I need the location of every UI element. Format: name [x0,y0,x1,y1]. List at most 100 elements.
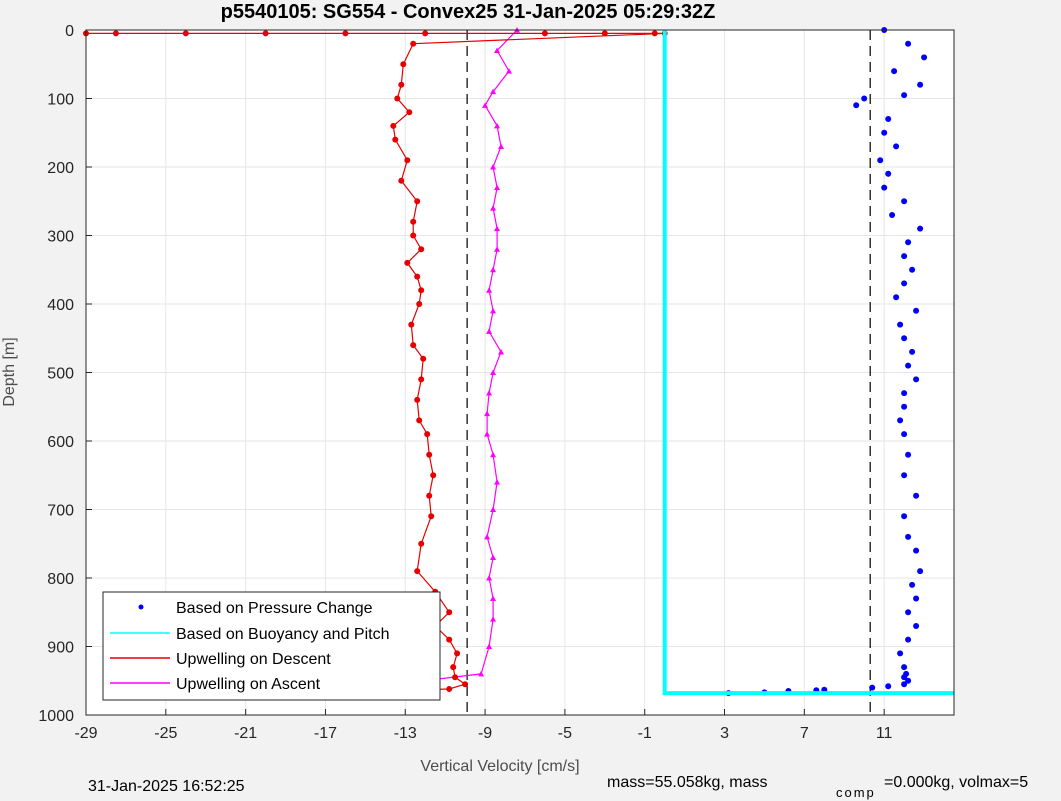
point-upwelling-on-descent [426,492,433,499]
point-upwelling-on-descent [424,431,431,438]
point-based-on-pressure-change [861,95,868,102]
point-based-on-pressure-change [893,294,900,301]
y-tick-label: 500 [47,366,74,383]
point-upwelling-on-ascent [490,164,497,170]
point-upwelling-on-descent [601,30,608,37]
point-upwelling-on-descent [394,95,401,102]
x-tick-label: -29 [74,725,97,742]
point-based-on-pressure-change [913,595,920,602]
point-based-on-pressure-change [877,157,884,164]
point-upwelling-on-ascent [486,643,493,649]
point-upwelling-on-descent [404,259,411,266]
point-upwelling-on-descent [418,287,425,294]
point-upwelling-on-ascent [498,143,505,149]
point-upwelling-on-descent [414,273,421,280]
point-based-on-pressure-change [893,143,900,150]
point-based-on-pressure-change [885,116,892,122]
point-based-on-pressure-change [905,609,912,616]
point-upwelling-on-ascent [494,122,501,129]
y-tick-label: 0 [65,23,74,40]
point-upwelling-on-ascent [490,88,497,95]
x-tick-label: 7 [800,725,809,742]
point-upwelling-on-descent [398,81,405,88]
point-upwelling-on-descent [262,30,269,37]
y-tick-label: 1000 [38,708,74,725]
point-upwelling-on-ascent [490,616,497,622]
y-tick-label: 200 [47,160,74,177]
point-based-on-pressure-change [881,184,888,191]
legend: Based on Pressure Change Based on Buoyan… [102,591,441,701]
point-upwelling-on-ascent [490,205,497,211]
point-upwelling-on-descent [430,472,437,479]
point-based-on-pressure-change [901,280,908,287]
y-tick-label: 700 [47,503,74,520]
point-upwelling-on-ascent [490,506,497,512]
footer-timestamp: 31-Jan-2025 16:52:25 [88,778,245,795]
footer-mass: mass=55.058kg, mass [607,774,768,791]
x-tick-label: -1 [638,725,652,742]
y-tick-label: 100 [47,92,74,109]
point-upwelling-on-ascent [494,225,501,232]
point-based-on-pressure-change [905,40,912,47]
point-upwelling-on-ascent [494,479,501,485]
legend-label-ascent: Upwelling on Ascent [176,676,321,693]
point-based-on-pressure-change [909,266,916,273]
y-tick-label: 600 [47,434,74,451]
reference-lines [466,30,871,715]
point-based-on-pressure-change [901,664,908,671]
chart-title: p5540105: SG554 - Convex25 31-Jan-2025 0… [221,1,716,23]
legend-box [102,591,441,701]
point-based-on-pressure-change [905,677,912,684]
point-upwelling-on-ascent [494,47,501,54]
point-upwelling-on-descent [428,513,435,520]
point-upwelling-on-descent [410,342,417,349]
point-based-on-pressure-change [901,472,908,479]
point-upwelling-on-descent [112,30,119,37]
point-based-on-pressure-change [901,674,908,681]
point-upwelling-on-descent [414,568,421,575]
point-upwelling-on-ascent [482,102,489,108]
point-upwelling-on-ascent [490,369,497,375]
point-upwelling-on-descent [418,246,425,253]
x-tick-label: -25 [154,725,177,742]
point-based-on-pressure-change [905,451,912,458]
point-upwelling-on-descent [342,30,349,37]
point-upwelling-on-ascent [484,410,491,417]
point-upwelling-on-ascent [490,595,497,602]
point-based-on-pressure-change [905,239,912,246]
point-upwelling-on-descent [450,664,457,671]
footer-comp-subscript: comp [836,785,876,800]
point-based-on-pressure-change [897,417,904,424]
x-tick-label: -9 [478,725,492,742]
legend-label-descent: Upwelling on Descent [176,651,331,668]
point-based-on-pressure-change [889,212,896,218]
x-tick-label: 3 [720,725,729,742]
point-upwelling-on-descent [414,396,421,403]
point-upwelling-on-ascent [490,266,497,273]
point-upwelling-on-ascent [486,575,493,581]
point-upwelling-on-descent [406,109,413,116]
point-based-on-pressure-change [917,568,924,575]
point-based-on-pressure-change [905,533,912,540]
x-axis-label: Vertical Velocity [cm/s] [420,758,579,775]
point-based-on-pressure-change [913,307,920,314]
x-tick-label: -17 [314,725,337,742]
point-upwelling-on-ascent [484,431,491,437]
footer-comp-volmax: =0.000kg, volmax=5 [884,774,1028,791]
point-based-on-pressure-change [913,376,920,383]
point-upwelling-on-descent [420,355,427,362]
series-line-upwelling-on-ascent [365,29,518,689]
point-upwelling-on-descent [416,301,423,307]
y-tick-label: 800 [47,571,74,588]
point-based-on-pressure-change [901,198,908,205]
point-upwelling-on-descent [651,30,658,37]
y-tick-label: 400 [47,297,74,314]
point-upwelling-on-descent [462,681,469,688]
x-tick-label: -5 [558,725,572,742]
point-based-on-pressure-change [891,68,898,75]
point-upwelling-on-descent [410,218,417,225]
legend-label-buoyancy: Based on Buoyancy and Pitch [176,626,389,643]
point-based-on-pressure-change [913,547,920,554]
point-upwelling-on-ascent [490,451,497,458]
